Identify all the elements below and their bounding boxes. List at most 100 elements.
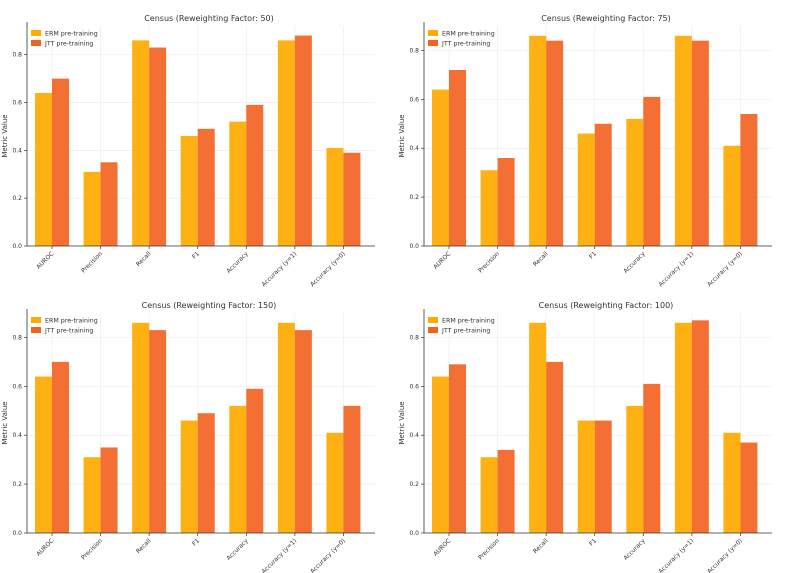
bar-jtt	[449, 70, 466, 246]
bar-erm	[132, 40, 150, 246]
bar-jtt	[740, 114, 758, 246]
x-tick-label: Accuracy (y=0)	[309, 250, 347, 288]
y-tick-label: 0.6	[12, 100, 22, 107]
bar-jtt	[100, 447, 118, 533]
bar-jtt	[246, 388, 264, 533]
y-tick-label: 0.0	[409, 243, 419, 250]
x-tick-label: Accuracy (y=0)	[309, 537, 347, 573]
x-tick-label: Recall	[532, 250, 550, 268]
legend-swatch-erm	[31, 317, 41, 323]
chart-title: Census (Reweighting Factor: 75)	[541, 14, 671, 23]
bar-jtt	[691, 320, 709, 533]
bar-jtt	[497, 449, 515, 533]
chart-svg: 0.0 0.2 0.4 0.6 0.8 AUROC Precision Recall F1 Acc…	[1, 14, 375, 288]
bar-erm	[180, 420, 198, 533]
legend-swatch-erm	[428, 30, 438, 36]
bar-jtt	[546, 40, 564, 246]
x-tick-label: Precision	[477, 537, 501, 561]
x-tick-label: F1	[191, 537, 201, 547]
bar-erm	[432, 376, 449, 533]
bar-jtt	[691, 40, 709, 246]
bar-jtt	[546, 361, 564, 533]
bar-jtt	[594, 420, 612, 533]
x-tick-label: F1	[588, 250, 598, 260]
chart-panel-factor-100: 0.0 0.2 0.4 0.6 0.8 AUROC Precision Recall F1 Acc…	[397, 287, 793, 573]
x-tick-label: F1	[588, 537, 598, 547]
y-tick-label: 0.8	[409, 47, 419, 54]
chart-title: Census (Reweighting Factor: 150)	[142, 301, 277, 310]
bar-erm	[35, 376, 52, 533]
x-tick-label: Accuracy (y=0)	[706, 250, 744, 288]
bar-jtt	[594, 123, 612, 246]
legend-swatch-erm	[428, 317, 438, 323]
bar-jtt	[643, 96, 661, 246]
y-tick-label: 0.4	[409, 432, 419, 439]
bar-erm	[626, 118, 644, 246]
legend-label: JTT pre-training	[441, 41, 490, 48]
bar-jtt	[740, 442, 758, 533]
legend-swatch-jtt	[31, 40, 41, 46]
bar-erm	[480, 457, 498, 533]
chart-title: Census (Reweighting Factor: 50)	[144, 14, 274, 23]
bar-jtt	[343, 405, 361, 533]
x-tick-label: Accuracy (y=1)	[261, 537, 299, 573]
y-tick-label: 0.0	[409, 530, 419, 537]
legend-label: ERM pre-training	[45, 31, 98, 38]
bar-erm	[277, 322, 295, 533]
legend-swatch-jtt	[428, 327, 438, 333]
x-tick-label: Precision	[80, 250, 104, 274]
chart-svg: 0.0 0.2 0.4 0.6 0.8 AUROC Precision Recall F1 Acc…	[398, 14, 772, 288]
bar-jtt	[100, 162, 118, 246]
y-tick-label: 0.4	[12, 147, 22, 154]
y-tick-label: 0.0	[12, 530, 22, 537]
chart-panel-factor-50: 0.0 0.2 0.4 0.6 0.8 AUROC Precision Recall F1 Acc…	[0, 0, 396, 288]
legend-swatch-jtt	[31, 327, 41, 333]
bar-erm	[326, 432, 344, 533]
legend-swatch-jtt	[428, 40, 438, 46]
bar-erm	[432, 89, 449, 246]
legend-label: ERM pre-training	[442, 318, 495, 325]
bar-erm	[277, 40, 295, 246]
bar-erm	[180, 136, 198, 246]
y-axis-label: Metric Value	[1, 114, 9, 157]
bar-jtt	[52, 78, 69, 246]
legend-label: JTT pre-training	[441, 328, 490, 335]
y-tick-label: 0.4	[409, 145, 419, 152]
bar-erm	[35, 92, 52, 247]
bar-jtt	[343, 152, 361, 246]
x-tick-label: F1	[191, 250, 201, 260]
x-tick-label: Accuracy (y=0)	[706, 537, 744, 573]
legend-label: ERM pre-training	[442, 31, 495, 38]
bar-jtt	[52, 361, 69, 533]
y-tick-label: 0.8	[12, 52, 22, 59]
x-tick-label: Accuracy	[225, 537, 250, 562]
bar-erm	[723, 145, 741, 246]
bar-erm	[229, 405, 247, 533]
x-tick-label: AUROC	[432, 537, 452, 557]
bar-jtt	[149, 47, 167, 246]
bar-erm	[529, 35, 547, 247]
x-tick-label: Precision	[80, 537, 104, 561]
legend-label: JTT pre-training	[44, 41, 93, 48]
bar-erm	[674, 35, 692, 247]
y-tick-label: 0.6	[12, 383, 22, 390]
y-tick-label: 0.4	[12, 432, 22, 439]
x-tick-label: Accuracy	[622, 250, 647, 275]
bar-jtt	[294, 330, 312, 533]
chart-panel-factor-150: 0.0 0.2 0.4 0.6 0.8 AUROC Precision Recall F1 Acc…	[0, 287, 396, 573]
x-tick-label: Precision	[477, 250, 501, 274]
bar-erm	[626, 405, 644, 533]
y-tick-label: 0.6	[409, 383, 419, 390]
y-tick-label: 0.0	[12, 243, 22, 250]
legend-label: ERM pre-training	[45, 318, 98, 325]
legend-swatch-erm	[31, 30, 41, 36]
y-tick-label: 0.2	[12, 481, 22, 488]
y-tick-label: 0.6	[409, 96, 419, 103]
x-tick-label: Accuracy	[225, 250, 250, 275]
x-tick-label: AUROC	[432, 250, 452, 270]
bar-erm	[83, 171, 101, 246]
x-tick-label: Accuracy (y=1)	[658, 537, 696, 573]
chart-title: Census (Reweighting Factor: 100)	[539, 301, 674, 310]
x-tick-label: Accuracy	[622, 537, 647, 562]
bar-erm	[674, 322, 692, 533]
